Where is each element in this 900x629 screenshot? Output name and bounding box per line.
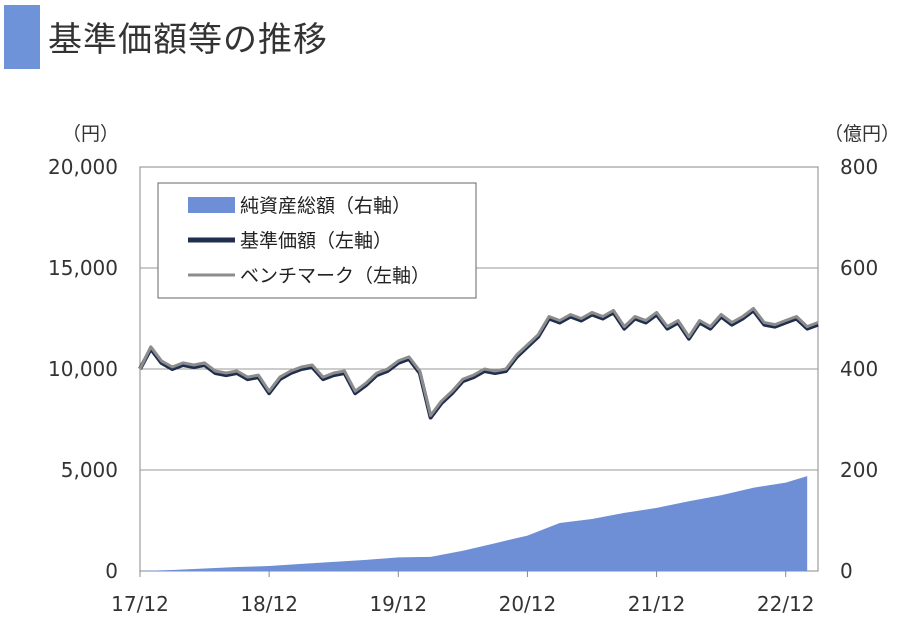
legend: 純資産総額（右軸） 基準価額（左軸） ベンチマーク（左軸） [157, 182, 477, 299]
y-right-tick-label: 800 [840, 155, 878, 179]
legend-benchmark-label: ベンチマーク（左軸） [240, 265, 430, 287]
line-layer [138, 306, 819, 420]
y-right-tick-label: 400 [840, 357, 878, 381]
axis-layer: 0 0 5,000 200 10,000 400 15,000 600 20,000 800 （円）… [48, 123, 900, 616]
y-right-unit: （億円） [824, 123, 900, 145]
x-tick-label: 20/12 [499, 592, 557, 616]
legend-net-assets-swatch [188, 197, 235, 213]
title-accent-bar [4, 5, 40, 69]
legend-net-assets-label: 純資産総額（右軸） [240, 195, 411, 217]
y-left-tick-label: 10,000 [48, 357, 118, 381]
net-assets-area [140, 476, 808, 571]
y-left-unit: （円） [62, 123, 119, 145]
page-title: 基準価額等の推移 [48, 20, 328, 60]
area-layer [140, 476, 808, 571]
y-right-tick-label: 200 [840, 458, 878, 482]
y-left-tick-label: 0 [105, 559, 118, 583]
legend-nav-label: 基準価額（左軸） [240, 230, 392, 252]
nav-line [138, 308, 819, 420]
x-tick-label: 19/12 [369, 592, 427, 616]
x-tick-label: 21/12 [628, 592, 686, 616]
y-right-tick-label: 600 [840, 256, 878, 280]
y-left-tick-label: 15,000 [48, 256, 118, 280]
x-tick-label: 22/12 [757, 592, 815, 616]
benchmark-line [138, 306, 819, 417]
y-left-tick-label: 20,000 [48, 155, 118, 179]
y-right-tick-label: 0 [840, 559, 853, 583]
y-left-tick-label: 5,000 [61, 458, 118, 482]
x-tick-label: 18/12 [240, 592, 298, 616]
x-tick-label: 17/12 [111, 592, 169, 616]
